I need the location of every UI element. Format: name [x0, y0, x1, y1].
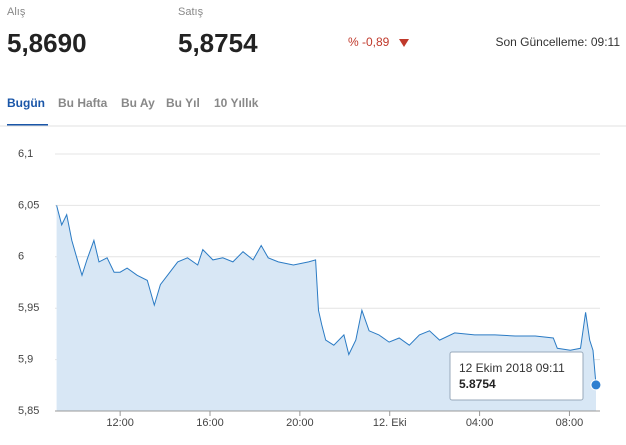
tab[interactable]: Bu Ay	[121, 96, 155, 110]
x-tick-label: 16:00	[196, 417, 224, 429]
x-tick-label: 12:00	[106, 417, 134, 429]
sell-label: Satış	[178, 6, 204, 18]
y-tick-label: 5,85	[18, 405, 39, 417]
tabs: Bugün Bu Hafta Bu Ay Bu Yıl 10 Yıllık	[7, 96, 259, 110]
y-tick-label: 6,05	[18, 199, 39, 211]
x-tick-label: 08:00	[556, 417, 584, 429]
updated: Son Güncelleme: 09:11	[495, 35, 620, 49]
tooltip-date: 12 Ekim 2018 09:11	[459, 361, 565, 375]
y-tick-label: 6	[18, 251, 24, 263]
tab[interactable]: Bu Hafta	[58, 96, 108, 110]
plot: 5,85 5,9 5,95 6 6,05 6,1 12:00 16:00 20:00 12. Ek…	[18, 148, 602, 429]
last-point	[590, 379, 602, 391]
x-tick-label: 04:00	[466, 417, 494, 429]
tooltip-box	[449, 351, 584, 401]
tab[interactable]: Bu Yıl	[166, 96, 200, 110]
sell-value: 5,8754	[178, 28, 258, 58]
y-tick-label: 5,9	[18, 354, 33, 366]
x-tick-label: 20:00	[286, 417, 314, 429]
change: % -0,89	[348, 35, 390, 49]
tooltip-value: 5.8754	[459, 377, 496, 391]
buy-value: 5,8690	[7, 28, 87, 58]
y-tick-label: 5,95	[18, 302, 39, 314]
y-tick-label: 6,1	[18, 148, 33, 160]
tab[interactable]: Bugün	[7, 96, 45, 110]
buy-label: Alış	[7, 6, 26, 18]
x-tick-label: 12. Eki	[373, 417, 407, 429]
tab[interactable]: 10 Yıllık	[214, 96, 259, 110]
down-arrow	[399, 39, 409, 47]
line	[56, 205, 597, 385]
